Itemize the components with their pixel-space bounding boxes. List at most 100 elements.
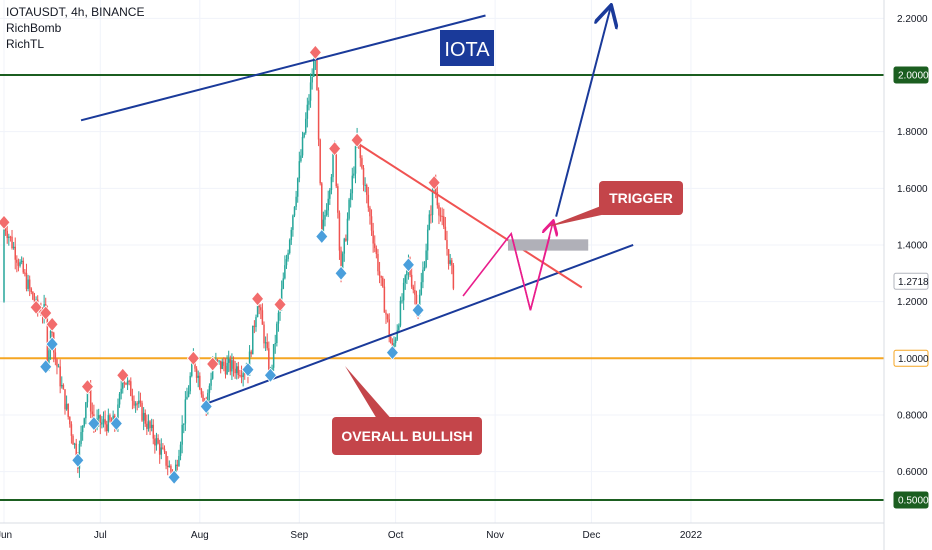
candle-body [277,312,280,324]
candle-body [292,215,294,230]
candle-body [346,218,349,241]
candle-body [276,323,278,344]
candle-body [250,351,252,355]
candle-body [81,425,84,433]
top-marker [427,175,441,191]
candle-body [207,392,209,408]
trigger-box [599,181,683,215]
top-marker [0,214,11,230]
candle-body [370,216,373,231]
projection-arrows [462,7,611,311]
candle-body [12,246,15,249]
candle-body [242,373,244,378]
candle-body [234,368,236,374]
candle-body [319,139,321,184]
indicator-richbomb[interactable]: RichBomb [6,21,62,35]
y-tick-label: 0.6000 [897,467,928,478]
candle-body [142,412,145,421]
candle-body [240,375,243,378]
candle-body [324,215,326,220]
top-marker [45,316,59,332]
candle-body [163,448,166,452]
candle-body [396,330,398,340]
candle-body [284,265,286,279]
candle-body [263,324,265,344]
candle-body [104,419,106,425]
candle-body [174,464,177,477]
candle-body [311,77,313,83]
candle-body [147,421,150,429]
candle-body [441,215,443,217]
candle-body [20,260,23,262]
grid [0,0,884,523]
candle-body [187,391,190,397]
candle-body [365,184,368,195]
bottom-marker [167,469,181,485]
candle-body [89,388,92,412]
candle-body [343,238,346,254]
candle-body [288,240,291,254]
candle-body [197,375,199,378]
trendline-channel-upper [80,14,486,122]
candle-body [102,419,105,423]
candle-body [27,279,29,289]
candle-body [107,415,110,432]
candle-body [280,288,283,304]
candle-body [141,402,143,421]
candle-body [364,184,366,186]
top-marker [251,291,265,307]
candle-body [181,424,183,445]
candle-body [165,451,167,466]
bottom-marker [71,452,85,468]
candle-body [369,207,371,217]
candle-body [406,270,408,276]
bottom-marker [385,345,399,361]
candle-body [383,286,386,313]
candle-body [385,312,387,315]
bottom-marker [199,398,213,415]
candle-body [451,260,453,266]
pivot-markers [0,44,441,485]
candle-body [447,249,450,264]
candle-body [266,342,268,349]
candle-body [375,248,378,254]
candle-body [179,444,182,456]
y-tick-label: 1.4000 [897,240,928,251]
candle-body [449,260,451,264]
candle-body [412,286,415,291]
x-tick-label: Dec [583,530,601,541]
candle-body [244,373,246,375]
candle-body [239,375,241,377]
candle-body [8,236,10,238]
candle-body [155,438,158,446]
bullish-pointer [345,366,394,424]
candle-body [306,104,309,119]
candle-body [252,325,254,355]
candle-body [178,455,180,466]
candle-body [308,100,310,105]
candle-body [191,360,193,376]
candle-body [372,230,374,244]
candle-body [208,385,211,393]
bottom-marker [109,415,123,432]
candle-body [258,305,260,308]
candle-body [256,305,259,318]
candle-body [144,412,146,424]
candle-body [353,173,355,176]
candle-body [296,178,299,197]
candle-body [398,325,400,331]
candle-body [128,380,130,382]
candle-body [218,360,220,362]
indicator-richtl[interactable]: RichTL [6,37,45,51]
candle-body [6,230,8,238]
candle-body [28,279,31,289]
candle-body [386,314,389,320]
bullish-label: OVERALL BULLISH [341,428,472,444]
candle-body [282,278,285,289]
candle-body [199,375,201,390]
candle-body [309,82,312,101]
y-tick-label: 2.2000 [897,14,928,25]
candle-body [9,236,12,238]
candle-body [80,432,82,444]
